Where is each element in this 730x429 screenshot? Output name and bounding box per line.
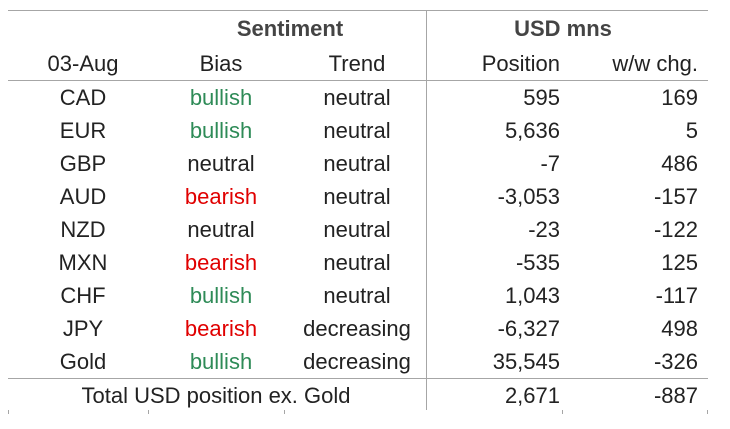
change-cell: -122 [653, 217, 698, 242]
col-header-change: w/w chg. [612, 51, 698, 76]
bottom-tick [8, 410, 9, 414]
total-top-border [8, 378, 708, 379]
table-row: NZD neutral neutral -23 -122 [8, 213, 708, 246]
table-row: CHF bullish neutral 1,043 -117 [8, 279, 708, 312]
bottom-tick [562, 410, 563, 414]
currency-cell: JPY [62, 316, 104, 341]
change-cell: 5 [685, 118, 698, 143]
bias-cell: bearish [184, 250, 258, 275]
position-cell: -23 [528, 217, 560, 242]
section-divider [426, 10, 427, 410]
bias-cell: bullish [189, 349, 253, 374]
bottom-tick [148, 410, 149, 414]
position-cell: 1,043 [504, 283, 560, 308]
bottom-tick [707, 410, 708, 414]
table-row: GBP neutral neutral -7 486 [8, 147, 708, 180]
trend-cell: neutral [323, 217, 391, 242]
currency-cell: EUR [59, 118, 107, 143]
currency-cell: CHF [60, 283, 106, 308]
col-header-trend: Trend [328, 51, 386, 76]
trend-cell: neutral [323, 184, 391, 209]
position-cell: -3,053 [497, 184, 560, 209]
change-cell: -326 [653, 349, 698, 374]
column-header-row: 03-Aug Bias Trend Position w/w chg. [8, 47, 708, 80]
currency-cell: NZD [60, 217, 106, 242]
position-cell: 35,545 [492, 349, 560, 374]
table-top-border [8, 10, 708, 11]
total-row: Total USD position ex. Gold 2,671 -887 [8, 379, 708, 412]
trend-cell: decreasing [303, 349, 411, 374]
bias-cell: bearish [184, 184, 258, 209]
currency-cell: CAD [59, 85, 107, 110]
total-change: -887 [653, 383, 698, 408]
trend-cell: neutral [323, 250, 391, 275]
bottom-tick [284, 410, 285, 414]
change-cell: 125 [661, 250, 698, 275]
change-cell: 169 [661, 85, 698, 110]
bias-cell: bullish [189, 118, 253, 143]
position-cell: -535 [515, 250, 560, 275]
change-cell: 498 [661, 316, 698, 341]
currency-cell: MXN [58, 250, 108, 275]
header-bottom-border [8, 80, 708, 81]
group-header-sentiment: Sentiment [236, 16, 344, 41]
total-position: 2,671 [504, 383, 560, 408]
col-header-position: Position [481, 51, 560, 76]
col-header-bias: Bias [199, 51, 243, 76]
group-header-usd: USD mns [514, 16, 612, 41]
change-cell: -157 [653, 184, 698, 209]
total-label: Total USD position ex. Gold [81, 383, 351, 408]
bias-cell: neutral [187, 217, 255, 242]
change-cell: 486 [661, 151, 698, 176]
currency-cell: Gold [59, 349, 107, 374]
bias-cell: neutral [187, 151, 255, 176]
table-row: Gold bullish decreasing 35,545 -326 [8, 345, 708, 378]
bias-cell: bullish [189, 283, 253, 308]
trend-cell: neutral [323, 85, 391, 110]
table-row: MXN bearish neutral -535 125 [8, 246, 708, 279]
currency-cell: AUD [59, 184, 107, 209]
trend-cell: neutral [323, 283, 391, 308]
trend-cell: decreasing [303, 316, 411, 341]
bias-cell: bearish [184, 316, 258, 341]
position-cell: 595 [523, 85, 560, 110]
table-row: AUD bearish neutral -3,053 -157 [8, 180, 708, 213]
trend-cell: neutral [323, 118, 391, 143]
position-cell: -6,327 [497, 316, 560, 341]
table-row: CAD bullish neutral 595 169 [8, 81, 708, 114]
change-cell: -117 [655, 283, 698, 308]
bias-cell: bullish [189, 85, 253, 110]
col-header-date: 03-Aug [47, 51, 119, 76]
trend-cell: neutral [323, 151, 391, 176]
currency-cell: GBP [59, 151, 107, 176]
position-cell: 5,636 [504, 118, 560, 143]
table-row: EUR bullish neutral 5,636 5 [8, 114, 708, 147]
table-row: JPY bearish decreasing -6,327 498 [8, 312, 708, 345]
position-cell: -7 [540, 151, 560, 176]
group-header-row: Sentiment USD mns [8, 12, 708, 45]
